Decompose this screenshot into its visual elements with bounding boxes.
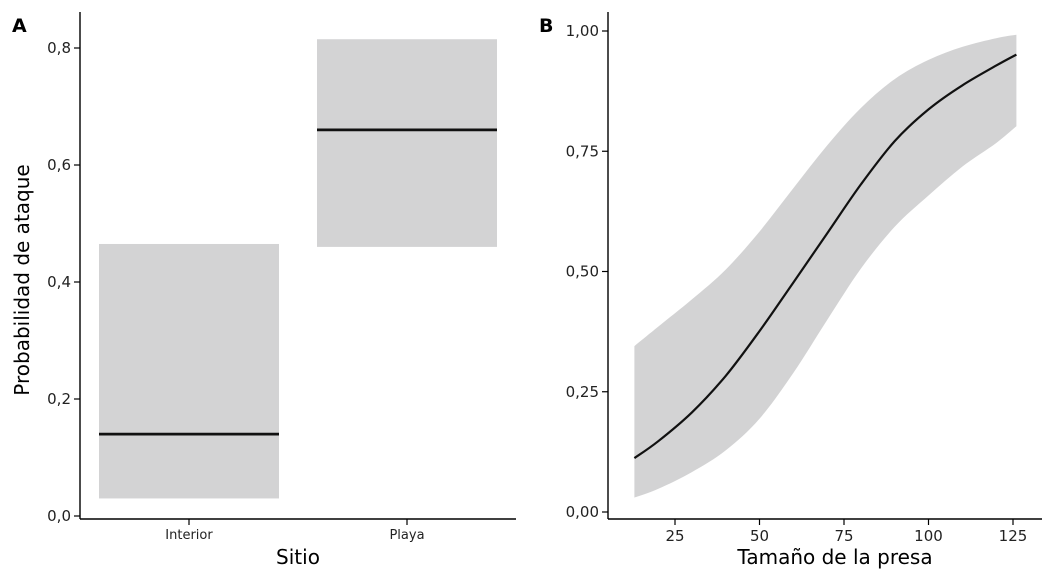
y-tick-label: 0,4 (47, 273, 71, 291)
panel-b: B 0,00 0,25 0,50 0,75 1,00 25 50 75 100 125 Tama… (539, 12, 1042, 569)
x-tick-label: 25 (665, 527, 684, 545)
y-tick-label: 0,00 (566, 503, 599, 521)
panel-a-y-axis-title: Probabilidad de ataque (10, 164, 34, 395)
y-tick-label: 0,8 (47, 39, 71, 57)
panel-a: A 0,0 0,2 0,4 0,6 0,8 Interior Playa Probabil… (10, 12, 516, 569)
y-tick-label: 0,0 (47, 507, 71, 525)
x-tick-label: 125 (999, 527, 1028, 545)
panel-a-y-ticks: 0,0 0,2 0,4 0,6 0,8 (47, 39, 80, 525)
panel-b-x-axis-title: Tamaño de la presa (736, 545, 932, 569)
y-tick-label: 0,6 (47, 156, 71, 174)
x-tick-label: 100 (914, 527, 943, 545)
panel-a-estimates (99, 128, 497, 436)
y-tick-label: 0,2 (47, 390, 71, 408)
panel-a-x-axis-title: Sitio (276, 545, 320, 569)
panel-b-fit-line (633, 53, 1017, 460)
y-tick-label: 0,50 (566, 263, 599, 281)
panel-a-bands (99, 39, 497, 499)
panel-b-x-ticks: 25 50 75 100 125 (665, 519, 1027, 545)
ci-band-playa (317, 39, 497, 247)
x-tick-label: 50 (750, 527, 769, 545)
ci-band-interior (99, 243, 279, 499)
panel-b-y-ticks: 0,00 0,25 0,50 0,75 1,00 (566, 22, 608, 521)
panel-b-confidence-band (634, 34, 1017, 498)
y-tick-label: 0,75 (566, 142, 599, 160)
x-tick-label: Interior (165, 528, 213, 543)
panel-a-label: A (12, 15, 27, 37)
panel-a-x-ticks: Interior Playa (165, 519, 425, 543)
panel-b-label: B (539, 15, 553, 37)
x-tick-label: 75 (834, 527, 853, 545)
x-tick-label: Playa (389, 528, 424, 543)
y-tick-label: 1,00 (566, 22, 599, 40)
y-tick-label: 0,25 (566, 383, 599, 401)
